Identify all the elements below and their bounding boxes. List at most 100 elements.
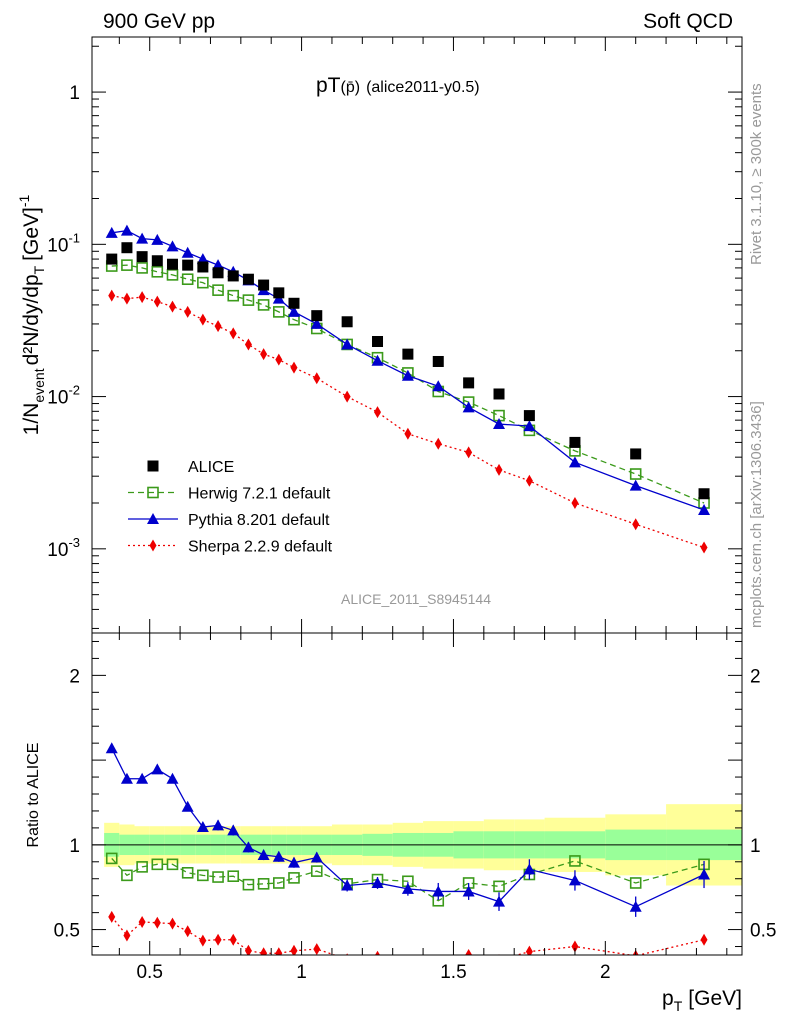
ratio-uncertainty-bands [104, 804, 742, 886]
pythia-point [166, 240, 179, 252]
herwig-point [257, 299, 270, 311]
ratio-y-tick-label-right: 1 [750, 836, 761, 857]
pythia-point [310, 317, 323, 329]
pythia-point [105, 742, 118, 754]
herwig-point [569, 855, 581, 867]
herwig-point [493, 880, 505, 893]
data-point [273, 287, 285, 299]
series-line [111, 295, 705, 549]
sherpa-point [229, 327, 237, 340]
herwig-point [147, 486, 159, 499]
data-point [341, 316, 353, 328]
sherpa-point [700, 541, 708, 554]
pythia-point [196, 253, 209, 265]
sherpa-point [275, 947, 283, 955]
top-ylabel-main: 1/N [20, 403, 43, 436]
ratio-y-tick-label: 0.5 [54, 921, 80, 942]
data-point [106, 253, 118, 265]
plot-title-particle: (p̄) [341, 79, 361, 96]
sherpa-point [184, 925, 192, 938]
sherpa-point [498, 954, 500, 955]
top-ylabel-mid: d²N/dy/dp [20, 274, 43, 365]
herwig-point [629, 877, 642, 889]
data-point [258, 279, 270, 291]
herwig-point [105, 852, 118, 865]
sherpa-point [138, 291, 146, 304]
pythia-point [272, 850, 285, 862]
plot-title-main: pT [316, 74, 341, 97]
herwig-point [212, 284, 224, 296]
ratio-y-tick-label: 1 [69, 836, 80, 857]
pythia-point [105, 226, 118, 238]
pythia-point [151, 233, 164, 245]
axes-group: 0.5 1 1.5 2 1 10-1 10-2 10-3 2 2 1 1 0.5 0.5 [47, 37, 776, 983]
top-ylabel-sub1: event [31, 368, 47, 402]
pythia-point [151, 763, 164, 775]
herwig-point [151, 858, 164, 871]
sherpa-point [229, 933, 237, 946]
ratio-y-tick-label-right: 2 [750, 666, 761, 687]
xlabel: pT [GeV] [662, 987, 742, 1014]
pythia-point [120, 772, 133, 784]
ratio-ylabel: Ratio to ALICE [25, 743, 42, 848]
pythia-point [371, 876, 384, 888]
herwig-point [227, 870, 240, 882]
herwig-point [166, 269, 179, 281]
pythia-point [568, 456, 581, 468]
pythia-point [493, 418, 506, 430]
xlabel-unit: [GeV] [688, 987, 742, 1010]
data-point [227, 270, 239, 282]
herwig-point [227, 289, 240, 302]
sherpa-point [244, 338, 252, 351]
herwig-point [181, 273, 194, 286]
sherpa-point [571, 940, 579, 953]
pythia-point [401, 882, 414, 894]
legend: ALICE Herwig 7.2.1 default Pythia 8.201 de… [128, 459, 333, 556]
sherpa-point [525, 945, 533, 955]
sherpa-point [465, 949, 473, 955]
herwig-point [288, 872, 300, 884]
top-ylabel: 1/Nevent d²N/dy/dpT [GeV]-1 [16, 194, 47, 435]
plot-title: pT(p̄) (alice2011-y0.5) [316, 74, 480, 97]
data-point [698, 488, 710, 500]
pythia-point [568, 874, 581, 886]
herwig-point [197, 276, 209, 289]
herwig-point [121, 869, 133, 882]
herwig-point [629, 468, 642, 480]
herwig-point [257, 878, 270, 890]
data-point [182, 259, 194, 271]
pythia-point [196, 821, 209, 833]
pythia-point [120, 224, 133, 236]
sherpa-point [495, 463, 503, 476]
pythia-point [257, 849, 270, 861]
x-tick-label: 2 [600, 962, 611, 983]
pythia-point [136, 232, 149, 244]
herwig-point [197, 869, 209, 882]
sherpa-point [525, 474, 533, 487]
sherpa-point [153, 916, 161, 929]
data-point [151, 255, 163, 267]
xlabel-sub: T [674, 998, 683, 1014]
data-point [630, 448, 642, 460]
data-point [197, 261, 209, 273]
sherpa-point [290, 361, 298, 374]
ratio-series-group [105, 742, 711, 969]
pythia-point [629, 479, 642, 491]
pythia-point [181, 246, 194, 258]
sherpa-point [260, 947, 268, 955]
pythia-point [629, 900, 642, 912]
pythia-point [136, 772, 149, 784]
sherpa-point [313, 943, 321, 955]
data-point [523, 410, 535, 422]
herwig-point [242, 294, 255, 306]
herwig-point [151, 266, 164, 278]
sherpa-point [404, 957, 411, 969]
data-point [311, 310, 323, 322]
herwig-point [166, 858, 179, 871]
sherpa-point [214, 933, 222, 946]
pythia-point [401, 369, 414, 381]
sherpa-point [108, 910, 116, 923]
y-tick-label: 1 [69, 83, 80, 104]
x-tick-label: 1.5 [440, 962, 466, 983]
ratio-y-tick-label: 2 [69, 666, 80, 687]
